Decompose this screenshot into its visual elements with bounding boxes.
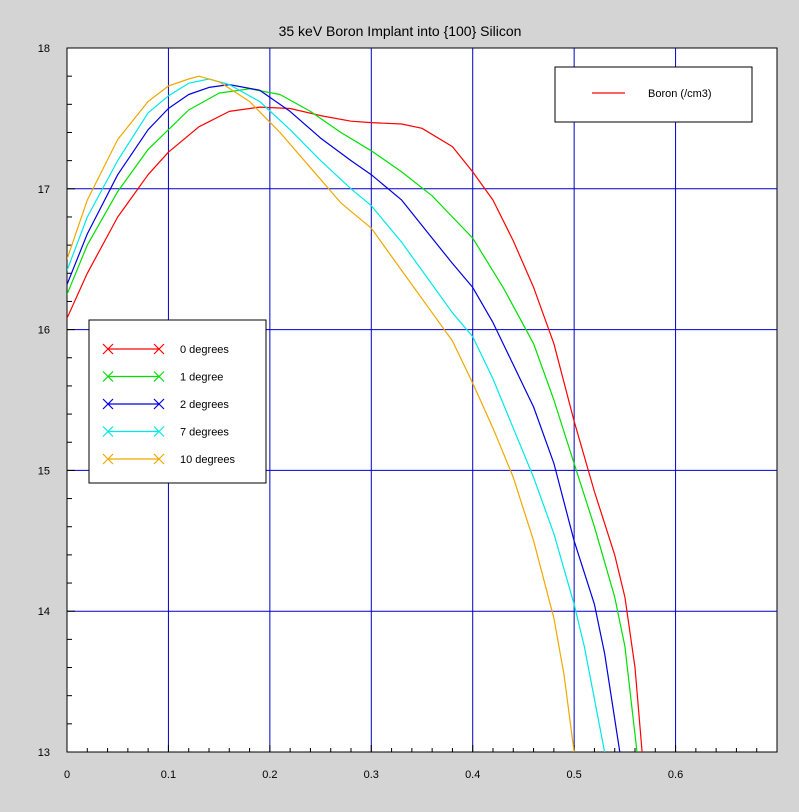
series-line-3 — [67, 78, 606, 752]
series-line-4 — [67, 75, 575, 752]
series-legend-marker-0-1 — [153, 343, 165, 355]
series-legend-marker-2-0 — [102, 398, 114, 410]
x-tick-labels: 0 0.1 0.2 0.3 0.4 0.5 0.6 — [64, 769, 683, 781]
series-legend-marker-3-1 — [153, 426, 165, 437]
minor-ticks — [66, 47, 778, 753]
x-tick-label-5: 0.5 — [566, 769, 581, 781]
x-tick-label-4: 0.4 — [465, 769, 480, 781]
series-legend-label-3: 7 degrees — [180, 427, 229, 439]
series-legend-marker-4-1 — [153, 453, 165, 465]
quantity-legend-label-0: Boron (/cm3) — [648, 88, 712, 100]
y-tick-label-2: 15 — [38, 465, 50, 477]
y-tick-label-5: 18 — [38, 43, 50, 55]
quantity-legend-box — [554, 66, 753, 123]
y-tick-label-4: 17 — [38, 184, 50, 196]
series-legend: 0 degrees 1 degree 2 degrees 7 degrees 10 de… — [88, 319, 267, 484]
series-legend-marker-0-0 — [102, 343, 114, 355]
y-tick-label-0: 13 — [38, 747, 50, 759]
series-line-0 — [67, 106, 643, 752]
y-tick-labels: 13 14 15 16 17 18 — [38, 43, 50, 759]
series-legend-marker-1-1 — [153, 371, 165, 382]
series-legend-label-1: 1 degree — [180, 372, 223, 384]
series-legend-marker-4-0 — [102, 453, 114, 465]
y-tick-label-3: 16 — [38, 325, 50, 337]
series-legend-label-4: 10 degrees — [180, 454, 236, 466]
series-line-1 — [67, 88, 638, 752]
series-lines — [67, 75, 643, 752]
x-tick-label-3: 0.3 — [364, 769, 379, 781]
series-line-2 — [67, 83, 621, 752]
series-legend-marker-2-1 — [153, 398, 165, 410]
series-legend-marker-1-0 — [102, 371, 114, 382]
y-tick-label-1: 14 — [38, 606, 50, 618]
series-legend-label-0: 0 degrees — [180, 344, 229, 356]
series-legend-marker-3-0 — [102, 426, 114, 437]
quantity-legend: Boron (/cm3) — [554, 66, 753, 123]
series-legend-box — [88, 319, 267, 484]
chart-title: 35 keV Boron Implant into {100} Silicon — [279, 23, 522, 39]
series-legend-label-2: 2 degrees — [180, 399, 229, 411]
x-tick-label-2: 0.2 — [262, 769, 277, 781]
x-tick-label-0: 0 — [64, 769, 70, 781]
x-tick-label-1: 0.1 — [161, 769, 176, 781]
x-tick-label-6: 0.6 — [668, 769, 683, 781]
